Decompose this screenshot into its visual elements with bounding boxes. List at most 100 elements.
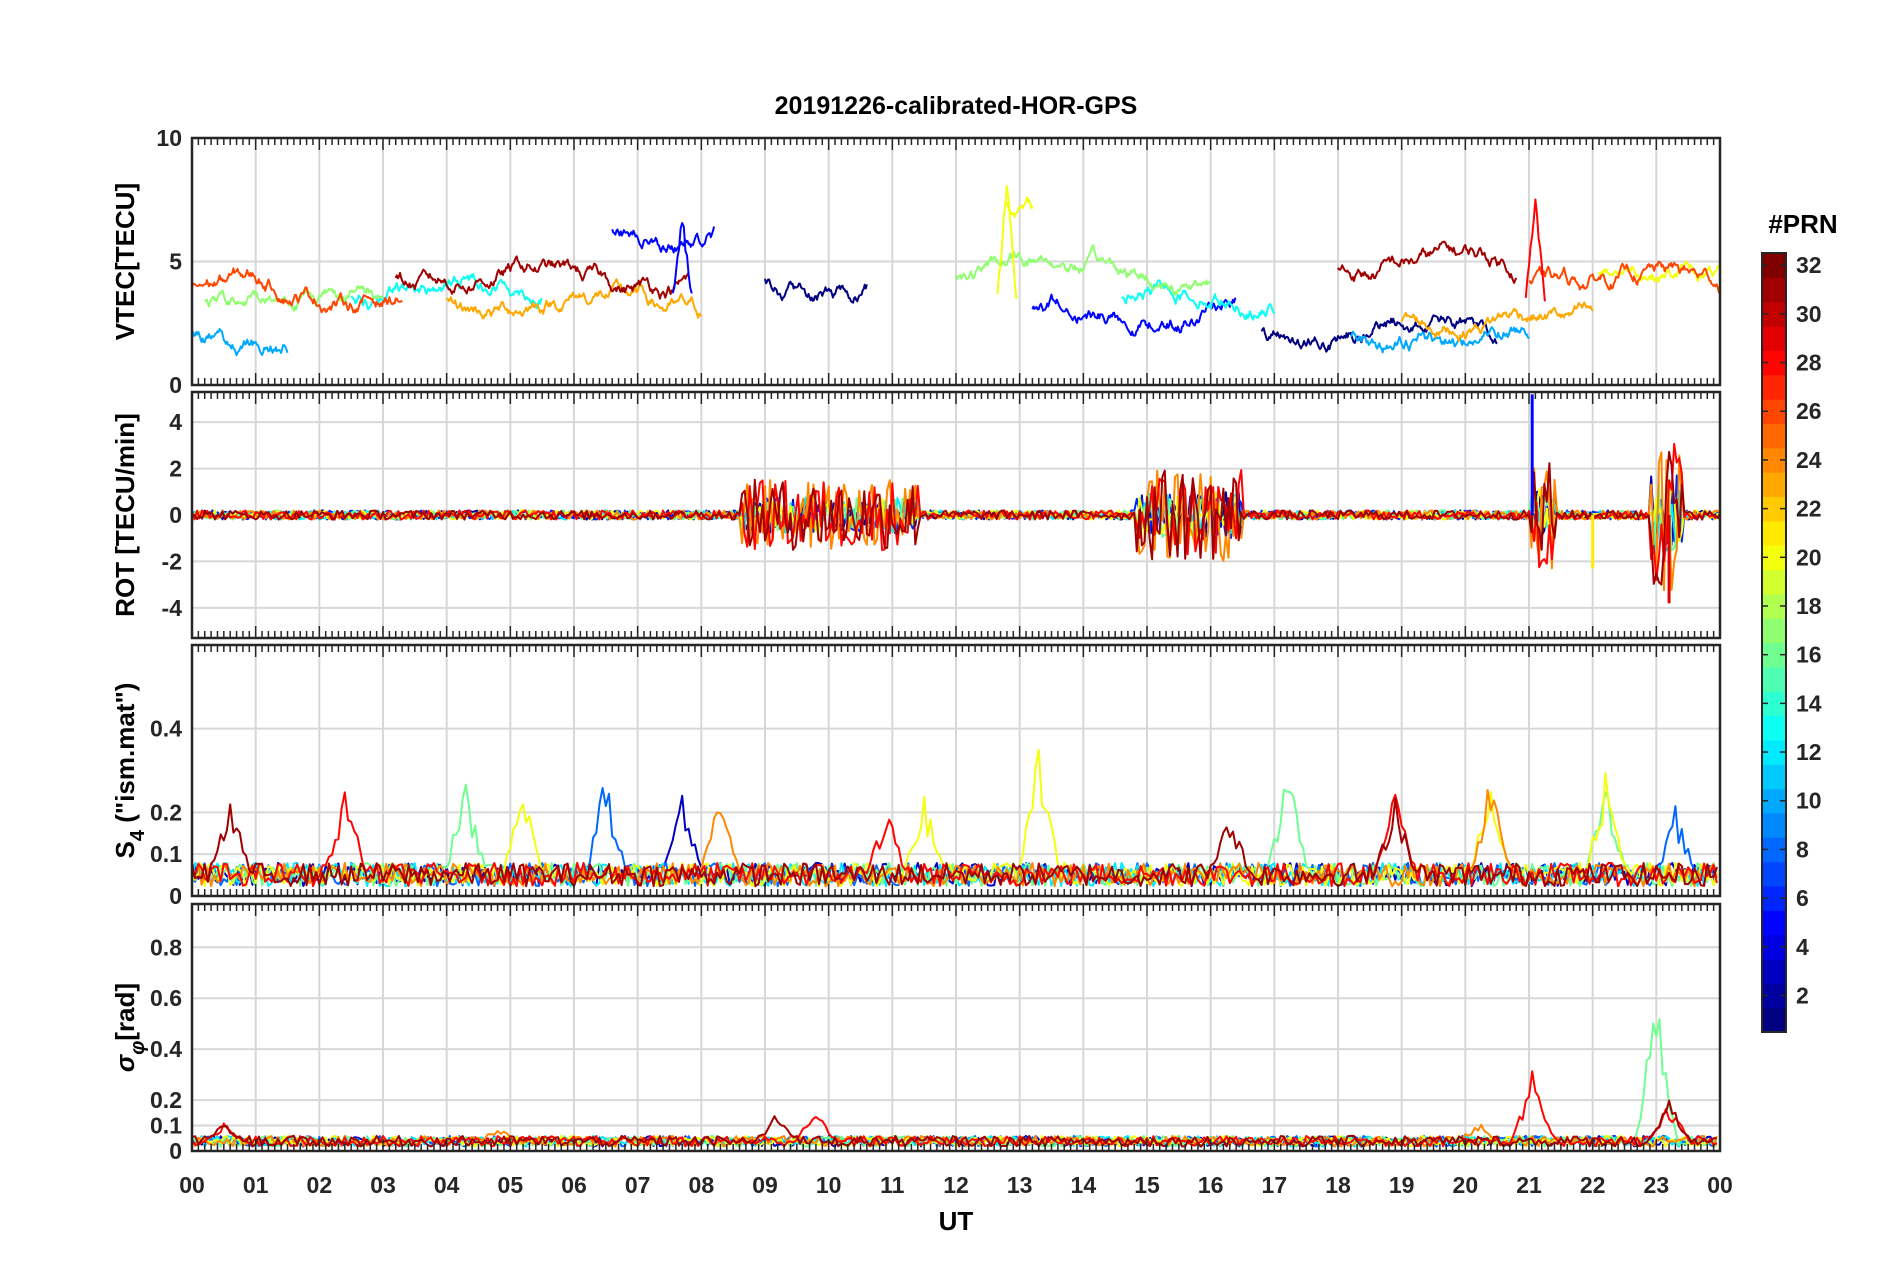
vtec-series-prn-23 xyxy=(446,278,703,320)
y-tick-label: 2 xyxy=(169,456,182,482)
x-tick-label: 03 xyxy=(370,1172,396,1198)
colorbar-swatch xyxy=(1762,910,1786,936)
colorbar-swatch xyxy=(1762,1007,1786,1033)
colorbar-tick-label: 2 xyxy=(1796,982,1809,1008)
y-tick-label: 0.4 xyxy=(150,1036,182,1062)
y-tick-label: 0.8 xyxy=(150,934,182,960)
y-tick-label: 10 xyxy=(156,125,182,151)
y-tick-label: 0 xyxy=(169,502,182,528)
y-tick-label: 0 xyxy=(169,883,182,909)
series-group-vtec xyxy=(191,185,1721,357)
x-tick-label: 00 xyxy=(1707,1172,1733,1198)
panel-rot: -4 -2 0 2 4 ROT [TECU/min] xyxy=(110,390,1722,640)
y-axis-label-sigma_phi: σφ[rad] xyxy=(110,983,149,1072)
x-tick-label: 15 xyxy=(1134,1172,1160,1198)
colorbar-swatch xyxy=(1762,618,1786,644)
colorbar-title: #PRN xyxy=(1768,209,1837,239)
y-tick-label: -4 xyxy=(162,595,183,621)
y-tick-label: 5 xyxy=(169,249,182,275)
colorbar-swatch xyxy=(1762,326,1786,351)
vtec-series-prn-20 xyxy=(1005,196,1034,218)
y-tick-label: 0.4 xyxy=(150,716,182,742)
y-axis-label-rest: ("ism.mat") xyxy=(110,683,140,830)
x-tick-label: 16 xyxy=(1198,1172,1224,1198)
x-tick-label: 21 xyxy=(1516,1172,1542,1198)
panel-s4: 00.10.20.4S4 ("ism.mat") xyxy=(110,643,1722,909)
colorbar-tick-label: 26 xyxy=(1796,398,1822,424)
y-axis-label-main: S xyxy=(110,841,140,858)
y-tick-label: 0.1 xyxy=(150,1113,182,1139)
y-tick-label: 0.6 xyxy=(150,985,182,1011)
x-tick-label: 10 xyxy=(816,1172,842,1198)
x-tick-label: 18 xyxy=(1325,1172,1351,1198)
colorbar-tick-label: 24 xyxy=(1796,447,1822,473)
vtec-series-prn-26 xyxy=(1528,260,1721,294)
vtec-series-prn-13 xyxy=(1121,279,1276,321)
x-tick-label: 19 xyxy=(1389,1172,1415,1198)
vtec-series-prn-31 xyxy=(394,255,690,300)
rot-series-prn-31 xyxy=(191,450,1721,586)
x-tick-label: 09 xyxy=(752,1172,778,1198)
colorbar-swatch xyxy=(1762,569,1786,595)
y-tick-label: 0.1 xyxy=(150,841,182,867)
colorbar-swatch xyxy=(1762,764,1786,790)
y-axis-label-main: σ xyxy=(110,1053,140,1072)
colorbar-swatch xyxy=(1762,812,1786,838)
series-group-s4 xyxy=(191,748,1718,888)
vtec-series-prn-10 xyxy=(191,327,289,357)
x-tick-label: 12 xyxy=(943,1172,969,1198)
x-tick-label: 13 xyxy=(1007,1172,1033,1198)
x-axis: 00 01 02 03 04 05 06 07 08 09 10 11 12 13 14 15 16 17 18 19… xyxy=(179,1172,1733,1198)
colorbar-tick-label: 30 xyxy=(1796,301,1822,327)
colorbar-tick-label: 4 xyxy=(1796,934,1809,960)
colorbar-tick-label: 18 xyxy=(1796,593,1822,619)
x-tick-label: 17 xyxy=(1262,1172,1288,1198)
vtec-series-prn-17 xyxy=(203,285,384,312)
y-tick-label: 4 xyxy=(169,409,182,435)
x-tick-label: 06 xyxy=(561,1172,587,1198)
colorbar-tick-label: 8 xyxy=(1796,836,1809,862)
vtec-series-prn-17 xyxy=(955,244,1212,296)
x-tick-label: 05 xyxy=(498,1172,524,1198)
y-axis-label-s4: S4 ("ism.mat") xyxy=(110,683,149,859)
colorbar-tick-label: 28 xyxy=(1796,350,1822,376)
y-axis-label-rest: [rad] xyxy=(110,983,140,1041)
x-tick-label: 00 xyxy=(179,1172,205,1198)
vtec-series-prn-1 xyxy=(764,278,868,304)
colorbar-swatch xyxy=(1762,374,1786,400)
vtec-peak xyxy=(671,222,693,294)
vtec-series-prn-31 xyxy=(1337,240,1518,284)
colorbar-swatch xyxy=(1762,958,1786,984)
colorbar-swatch xyxy=(1762,520,1786,546)
colorbar-swatch xyxy=(1762,715,1786,741)
y-tick-label: 0 xyxy=(169,372,182,398)
y-axis-label-subscript: 4 xyxy=(127,829,149,841)
x-tick-label: 02 xyxy=(307,1172,333,1198)
vtec-series-prn-10 xyxy=(1349,326,1530,354)
y-tick-label: 0 xyxy=(169,1138,182,1164)
series-group-rot xyxy=(191,394,1721,604)
x-tick-label: 01 xyxy=(243,1172,269,1198)
y-axis-label-subscript: φ xyxy=(127,1041,149,1055)
y-tick-label: -2 xyxy=(162,548,182,574)
x-axis-label: UT xyxy=(939,1206,974,1236)
colorbar-swatch xyxy=(1762,861,1786,887)
colorbar-tick-label: 32 xyxy=(1796,252,1822,278)
x-tick-label: 20 xyxy=(1453,1172,1479,1198)
vtec-series-prn-26 xyxy=(191,267,403,314)
x-tick-label: 14 xyxy=(1071,1172,1097,1198)
x-tick-label: 23 xyxy=(1644,1172,1670,1198)
chart-title: 20191226-calibrated-HOR-GPS xyxy=(775,92,1138,120)
colorbar-tick-label: 20 xyxy=(1796,544,1822,570)
series-group-sigma_phi xyxy=(191,1018,1718,1148)
panel-vtec: 0 5 10 VTEC[TECU] xyxy=(110,125,1722,398)
x-tick-label: 07 xyxy=(625,1172,651,1198)
y-tick-label: 0.2 xyxy=(150,799,182,825)
s4-series-prn-28 xyxy=(191,791,1718,888)
colorbar-swatch xyxy=(1762,423,1786,449)
vtec-series-prn-5 xyxy=(1031,293,1237,337)
vtec-series-prn-23 xyxy=(1400,301,1594,342)
x-tick-label: 22 xyxy=(1580,1172,1606,1198)
